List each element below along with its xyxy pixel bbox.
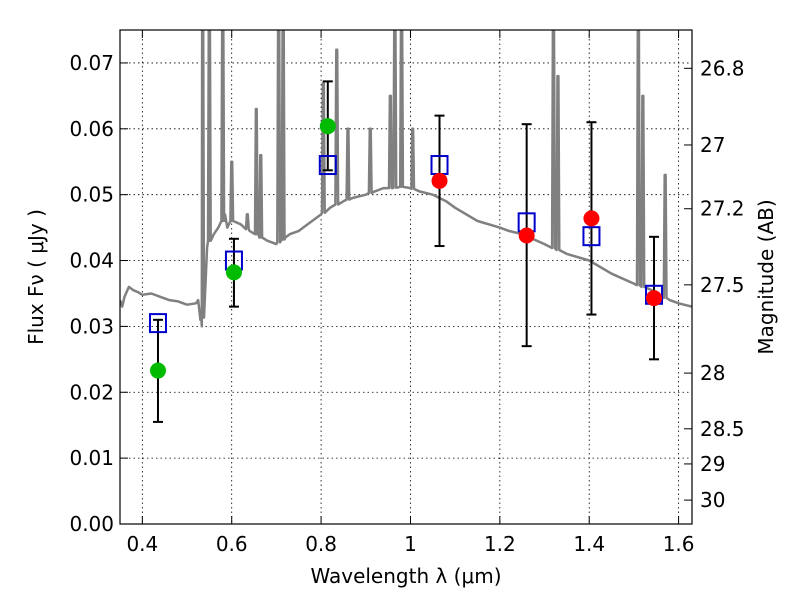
model-flux-square: [582, 226, 601, 247]
x-tick-label: 0.4: [126, 532, 158, 556]
x-tick-label: 1.4: [573, 532, 605, 556]
right-tick-label: 30: [700, 488, 725, 512]
right-tick-label: 27.2: [700, 197, 745, 221]
y-tick-label: 0.02: [69, 380, 114, 404]
axis-ticks: 0.4 0.6 0.8 1 1.2 1.4 1.6 0.00 0.01 0.02 0.03 0.04 0…: [69, 30, 745, 556]
x-tick-label: 1.2: [484, 532, 516, 556]
y-tick-label: 0.00: [69, 512, 114, 536]
x-tick-label: 0.8: [305, 532, 337, 556]
right-axis-label: Magnitude (AB): [754, 199, 778, 354]
x-tick-label: 1.6: [663, 532, 695, 556]
model-flux-square: [148, 313, 167, 334]
model-flux-square: [318, 155, 337, 176]
y-tick-label: 0.07: [69, 51, 114, 75]
green-data-point: [225, 264, 242, 281]
green-data-point: [149, 362, 166, 379]
right-tick-label: 27: [700, 133, 725, 157]
right-tick-label: 28: [700, 361, 725, 385]
red-data-point: [518, 227, 535, 244]
y-tick-label: 0.03: [69, 314, 114, 338]
plot-frame: [119, 29, 693, 525]
model-spectrum-line: [120, 30, 692, 328]
x-tick-label: 0.6: [216, 532, 248, 556]
red-data-point: [431, 172, 448, 189]
y-tick-label: 0.01: [69, 446, 114, 470]
green-data-point: [319, 118, 336, 135]
observed-points: [149, 118, 663, 379]
x-axis-label: Wavelength λ (μm): [310, 564, 501, 588]
red-data-point: [646, 290, 663, 307]
right-tick-label: 29: [700, 452, 725, 476]
right-tick-label: 26.8: [700, 56, 745, 80]
red-data-point: [583, 210, 600, 227]
right-tick-label: 27.5: [700, 273, 745, 297]
y-axis-label: Flux Fν ( μJy ): [24, 209, 48, 345]
x-tick-label: 1: [404, 532, 417, 556]
y-tick-label: 0.06: [69, 117, 114, 141]
grid: [120, 30, 692, 524]
y-tick-label: 0.04: [69, 249, 114, 273]
right-tick-label: 28.5: [700, 417, 745, 441]
model-spectrum-layer: [120, 30, 692, 328]
plot-area: [120, 30, 692, 524]
y-tick-label: 0.05: [69, 183, 114, 207]
